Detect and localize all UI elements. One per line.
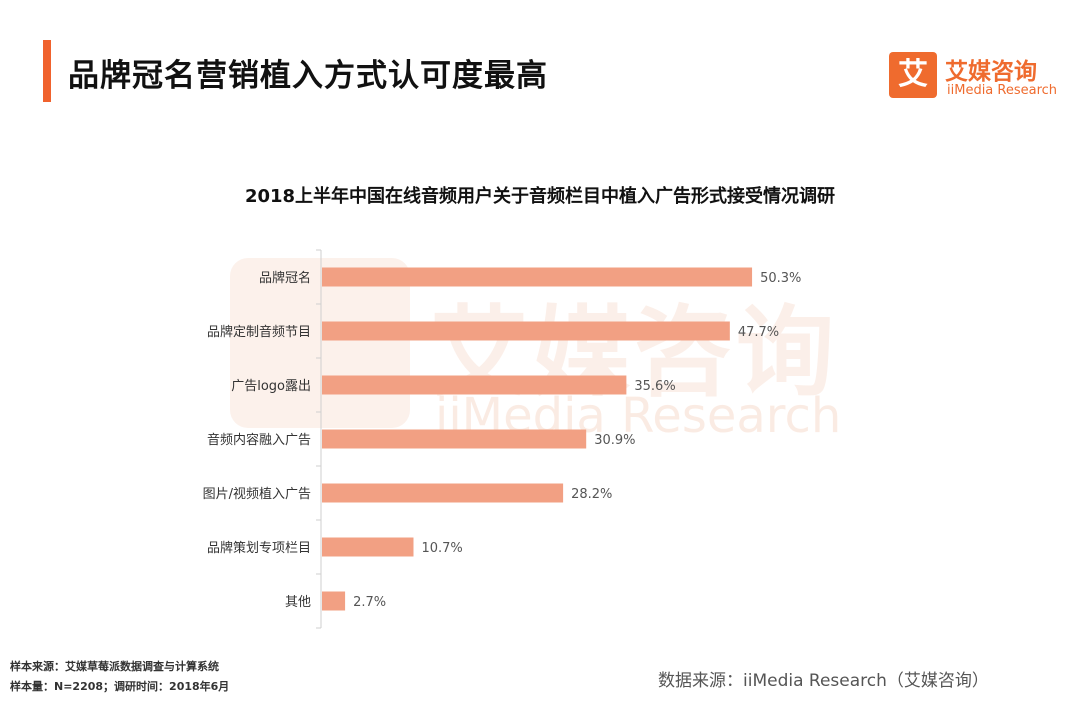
category-label: 音频内容融入广告 bbox=[207, 432, 311, 448]
data-source: 数据来源：iiMedia Research（艾媒咨询） bbox=[658, 671, 989, 691]
bar-chart: 品牌冠名 50.3% 品牌定制音频节目 47.7% 广告logo露出 35.6% 音频内容融… bbox=[203, 249, 801, 629]
chart-title: 2018上半年中国在线音频用户关于音频栏目中植入广告形式接受情况调研 bbox=[244, 186, 836, 207]
bar bbox=[322, 267, 753, 287]
sample-source: 样本来源：艾媒草莓派数据调查与计算系统 bbox=[10, 660, 219, 673]
bar bbox=[322, 591, 346, 611]
logo-icon: 艾 bbox=[889, 52, 937, 98]
bar bbox=[322, 321, 730, 341]
brand-logo: 艾 艾媒咨询 iiMedia Research bbox=[889, 50, 1059, 100]
logo-name-en: iiMedia Research bbox=[947, 83, 1058, 98]
bar bbox=[322, 429, 587, 449]
category-label: 图片/视频植入广告 bbox=[203, 487, 311, 502]
logo-name-cn: 艾媒咨询 bbox=[945, 59, 1037, 85]
category-label: 品牌定制音频节目 bbox=[207, 324, 311, 340]
sample-size-date: 样本量：N=2208；调研时间：2018年6月 bbox=[10, 680, 230, 693]
category-label: 其他 bbox=[285, 595, 311, 610]
bar bbox=[322, 483, 564, 503]
value-label: 30.9% bbox=[594, 433, 635, 448]
category-label: 品牌冠名 bbox=[259, 270, 311, 286]
category-label: 品牌策划专项栏目 bbox=[207, 540, 311, 556]
value-label: 10.7% bbox=[421, 541, 462, 556]
bar bbox=[322, 375, 627, 395]
page-title: 品牌冠名营销植入方式认可度最高 bbox=[68, 58, 548, 94]
value-label: 35.6% bbox=[634, 379, 675, 394]
value-label: 50.3% bbox=[760, 271, 801, 286]
value-label: 2.7% bbox=[353, 595, 386, 610]
value-label: 28.2% bbox=[571, 487, 612, 502]
footer-sample-info: 样本来源：艾媒草莓派数据调查与计算系统 样本量：N=2208；调研时间：2018… bbox=[10, 657, 229, 697]
category-label: 广告logo露出 bbox=[231, 379, 311, 394]
bar bbox=[322, 537, 414, 557]
title-accent-bar bbox=[43, 40, 51, 102]
value-label: 47.7% bbox=[738, 325, 779, 340]
